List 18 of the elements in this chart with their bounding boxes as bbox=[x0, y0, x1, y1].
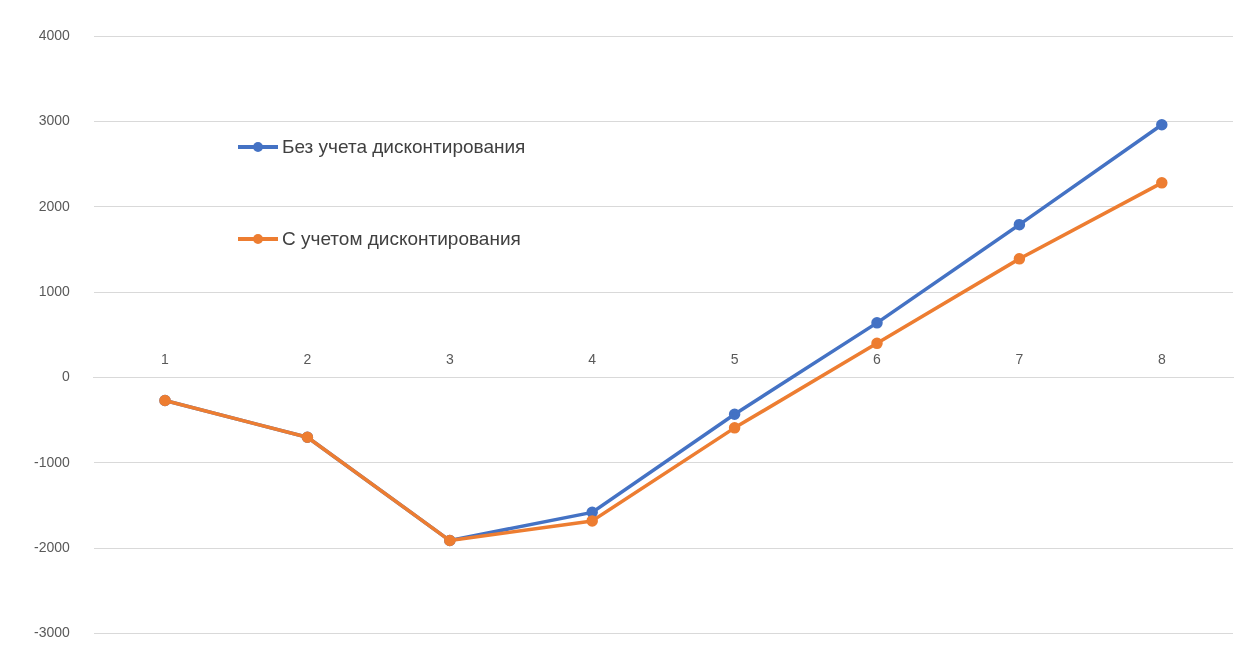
x-tick-label: 2 bbox=[303, 350, 312, 367]
y-tick-label: 3000 bbox=[38, 112, 71, 129]
x-tick-label: 6 bbox=[873, 350, 882, 367]
y-tick-label: -3000 bbox=[33, 624, 71, 641]
x-tick-label: 1 bbox=[161, 350, 170, 367]
y-tick-label: 1000 bbox=[38, 282, 71, 299]
y-tick-label: 0 bbox=[62, 368, 71, 385]
legend-label: С учетом дисконтирования bbox=[282, 228, 521, 250]
y-tick-label: -1000 bbox=[33, 453, 71, 470]
y-tick-label: 2000 bbox=[38, 197, 71, 214]
x-tick-label: 7 bbox=[1015, 350, 1024, 367]
x-tick-label: 3 bbox=[445, 350, 454, 367]
x-tick-label: 8 bbox=[1157, 350, 1166, 367]
legend-label: Без учета дисконтирования bbox=[282, 136, 526, 158]
y-tick-label: -2000 bbox=[33, 539, 71, 556]
x-tick-label: 5 bbox=[730, 350, 739, 367]
x-tick-label: 4 bbox=[588, 350, 597, 367]
y-tick-label: 4000 bbox=[38, 26, 71, 43]
